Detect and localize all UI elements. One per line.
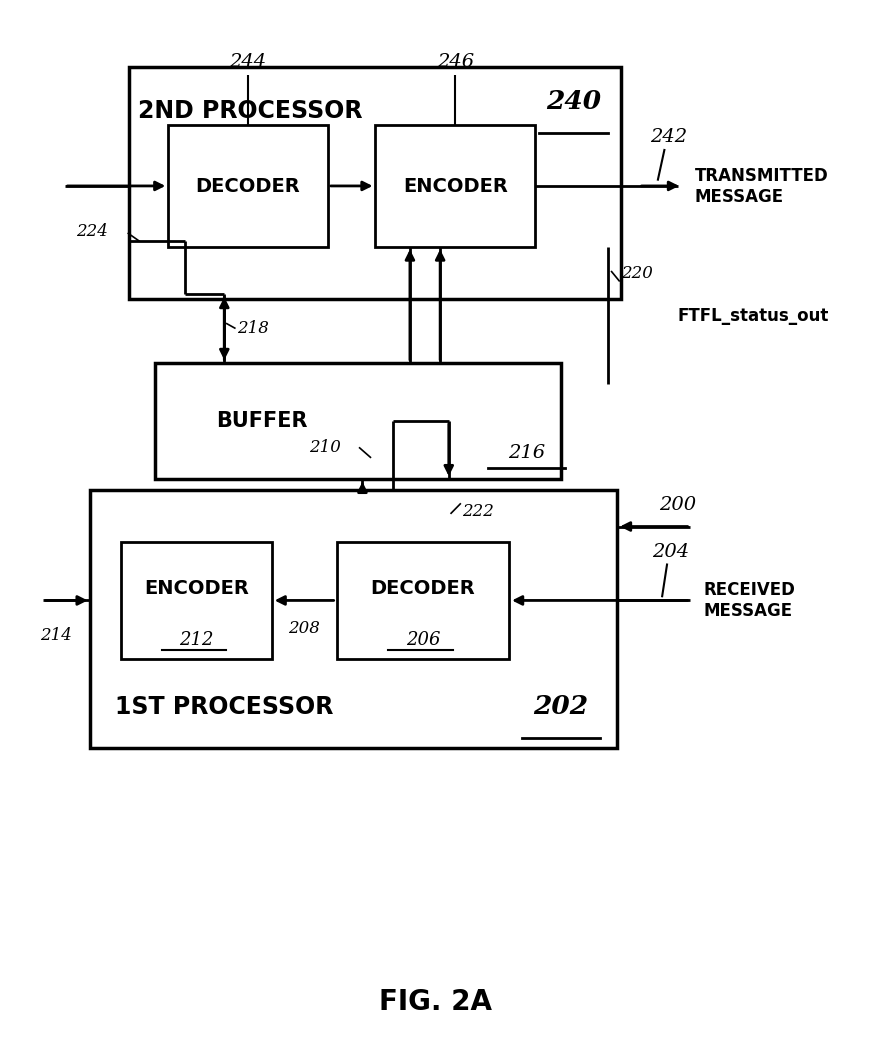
Text: 246: 246 xyxy=(437,53,474,71)
Bar xyxy=(336,543,510,659)
Text: TRANSMITTED
MESSAGE: TRANSMITTED MESSAGE xyxy=(695,167,829,205)
Text: 214: 214 xyxy=(40,627,72,644)
Bar xyxy=(129,67,621,300)
Text: FIG. 2A: FIG. 2A xyxy=(379,987,492,1016)
Text: BUFFER: BUFFER xyxy=(216,411,307,431)
Text: 206: 206 xyxy=(406,631,440,649)
Bar xyxy=(121,543,272,659)
Text: DECODER: DECODER xyxy=(196,177,301,196)
Text: FTFL_status_out: FTFL_status_out xyxy=(677,306,829,325)
Text: 242: 242 xyxy=(650,128,688,146)
Text: 208: 208 xyxy=(288,619,320,636)
Bar xyxy=(156,363,561,479)
Text: RECEIVED
MESSAGE: RECEIVED MESSAGE xyxy=(704,581,795,620)
Text: 218: 218 xyxy=(237,320,269,337)
Text: 222: 222 xyxy=(461,502,494,519)
Text: 244: 244 xyxy=(230,53,267,71)
Text: 212: 212 xyxy=(179,631,213,649)
Bar xyxy=(376,126,535,247)
Text: 200: 200 xyxy=(659,496,696,514)
Text: 220: 220 xyxy=(621,265,653,282)
Text: 204: 204 xyxy=(652,543,690,561)
Text: 2ND PROCESSOR: 2ND PROCESSOR xyxy=(138,99,363,123)
Text: ENCODER: ENCODER xyxy=(144,579,249,598)
Text: DECODER: DECODER xyxy=(371,579,475,598)
Bar xyxy=(91,489,617,748)
Text: 202: 202 xyxy=(533,694,588,719)
Text: 216: 216 xyxy=(508,444,545,462)
Text: ENCODER: ENCODER xyxy=(403,177,508,196)
Text: 1ST PROCESSOR: 1ST PROCESSOR xyxy=(115,695,334,719)
Bar xyxy=(168,126,328,247)
Text: 240: 240 xyxy=(546,88,601,114)
Text: 224: 224 xyxy=(76,222,108,239)
Text: 210: 210 xyxy=(309,439,341,456)
